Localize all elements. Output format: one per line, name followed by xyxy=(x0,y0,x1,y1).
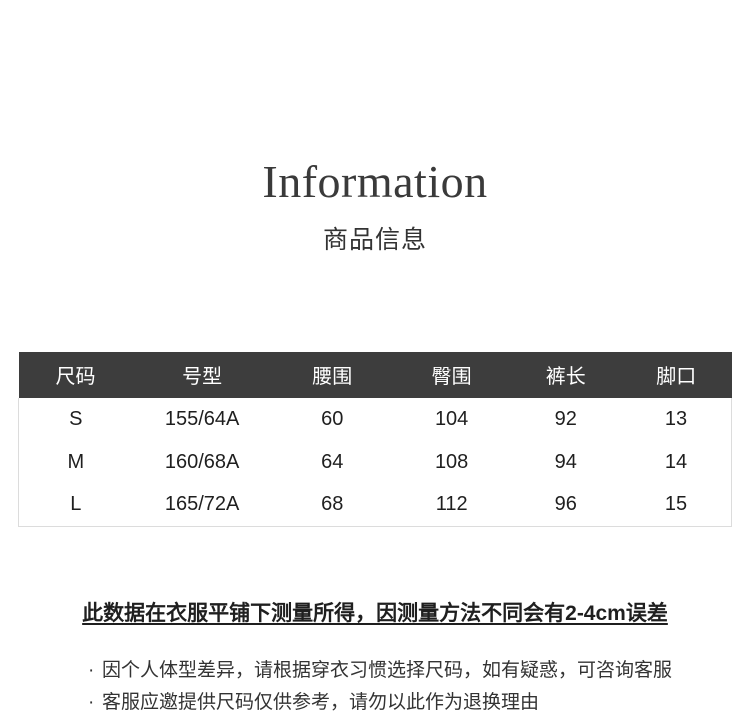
disclaimer-item: · 客服应邀提供尺码仅供参考，请勿以此作为退换理由 xyxy=(88,687,750,719)
bullet-dot-icon: · xyxy=(88,660,95,682)
table-cell: 160/68A xyxy=(164,450,240,473)
title-block: Information 商品信息 xyxy=(0,0,750,256)
table-row-m: M 160/68A 64 108 94 14 xyxy=(19,441,732,484)
table-row-s: S 155/64A 60 104 92 13 xyxy=(19,398,732,441)
table-cell: 15 xyxy=(664,493,688,516)
header-cell-size: 尺码 xyxy=(18,351,133,398)
header-cell-pants-length: 裤长 xyxy=(510,351,621,398)
table-cell: 60 xyxy=(321,407,344,430)
table-cell: 165/72A xyxy=(164,493,240,516)
header-cell-leg-opening: 脚口 xyxy=(620,351,732,398)
size-table: 尺码 号型 腰围 臀围 裤长 脚口 S 155/64A 60 104 92 13… xyxy=(18,351,732,528)
measurement-note: 此数据在衣服平铺下测量所得，因测量方法不同会有2-4cm误差 xyxy=(82,602,668,626)
table-cell: 13 xyxy=(664,407,688,430)
table-cell: 112 xyxy=(435,493,468,516)
table-cell: 64 xyxy=(321,450,344,473)
table-cell: 104 xyxy=(434,407,469,430)
header-cell-model: 号型 xyxy=(132,351,272,398)
table-header-row: 尺码 号型 腰围 臀围 裤长 脚口 xyxy=(18,351,732,398)
table-cell: 94 xyxy=(554,450,577,473)
table-cell: 68 xyxy=(321,493,344,516)
table-cell: 155/64A xyxy=(164,407,240,430)
page-title: Information xyxy=(262,156,488,207)
page-subtitle: 商品信息 xyxy=(322,225,427,254)
disclaimer-item: · 因个人体型差异，请根据穿衣习惯选择尺码，如有疑惑，可咨询客服 xyxy=(88,655,750,687)
table-cell: 14 xyxy=(664,450,688,473)
bullet-dot-icon: · xyxy=(88,692,95,714)
table-cell: S xyxy=(69,407,83,430)
table-cell: M xyxy=(67,450,85,473)
table-cell: 92 xyxy=(554,407,577,430)
table-row-l: L 165/72A 68 112 96 15 xyxy=(19,484,732,527)
header-cell-waist: 腰围 xyxy=(271,351,393,398)
header-cell-hip: 臀围 xyxy=(392,351,511,398)
table-cell: 96 xyxy=(554,493,577,516)
disclaimer-text: 因个人体型差异，请根据穿衣习惯选择尺码，如有疑惑，可咨询客服 xyxy=(102,660,673,682)
table-cell: 108 xyxy=(434,450,469,473)
table-cell: L xyxy=(70,493,82,516)
disclaimer-list: · 因个人体型差异，请根据穿衣习惯选择尺码，如有疑惑，可咨询客服 · 客服应邀提供尺… xyxy=(88,655,750,719)
